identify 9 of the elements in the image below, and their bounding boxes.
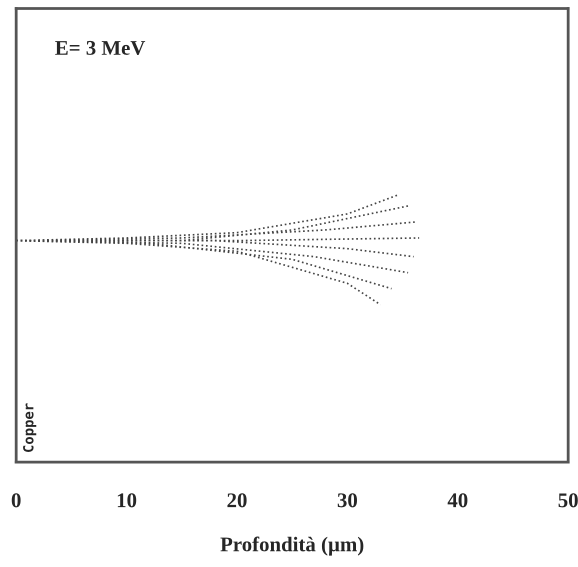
x-tick-label: 20: [227, 493, 247, 508]
x-tick-label: 0: [12, 493, 21, 508]
x-tick-label: 40: [448, 493, 468, 508]
x-axis-title: Profondità (µm): [220, 536, 364, 556]
chart-title: E= 3 MeV: [55, 40, 146, 56]
x-tick-label: 30: [338, 493, 357, 508]
x-tick-label: 50: [558, 493, 578, 508]
annotation: Copper: [23, 403, 36, 452]
x-tick-label: 10: [118, 493, 136, 508]
